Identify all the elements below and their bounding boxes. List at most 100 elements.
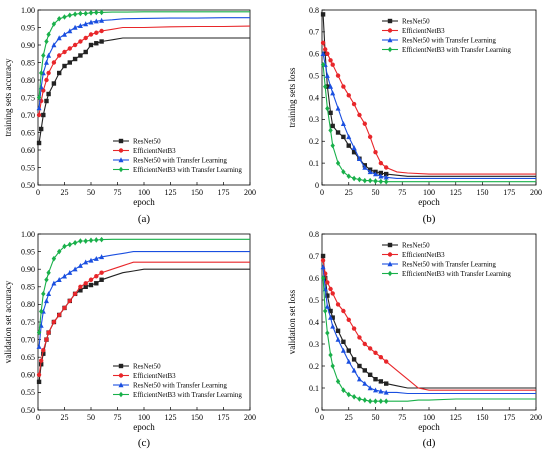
data-point [57,15,62,22]
data-point [46,52,52,58]
y-tick-label: 0.75 [21,318,35,327]
y-tick-label: 0.95 [21,247,35,256]
y-tick-label: 0.1 [309,384,319,393]
data-point [335,105,341,111]
data-point [36,372,42,377]
data-point [351,145,357,151]
data-point [373,398,378,404]
data-point [320,12,326,17]
y-tick-label: 0.5 [309,296,319,305]
legend-label: EfficientNetB3 [133,147,176,155]
data-point [72,240,78,246]
y-tick-label: 0.50 [21,406,35,415]
series-group [320,264,536,395]
data-point [46,31,51,38]
x-tick-label: 75 [398,413,406,422]
data-point [324,72,330,78]
legend-marker [387,252,393,257]
data-point [83,238,88,244]
data-point [43,59,49,65]
data-point [67,241,72,248]
data-point [88,42,94,48]
data-point [346,134,352,140]
legend-marker [118,363,124,369]
y-tick-label: 0.4 [309,318,319,327]
legend-label: EfficientNetB3 [402,27,445,35]
data-point [44,98,49,104]
data-point [99,28,104,34]
data-point [72,291,78,297]
data-point [72,56,78,62]
data-point [324,303,330,309]
data-point [43,298,49,304]
data-point [325,330,330,336]
data-point [78,10,83,17]
data-point [378,355,384,360]
data-point [335,328,341,333]
data-point [72,11,78,17]
y-tick-label: 1.00 [21,230,35,239]
data-point [36,112,42,118]
series-group [320,51,536,180]
x-tick-label: 100 [138,413,150,422]
data-point [88,19,94,25]
y-tick-label: 0.95 [21,23,35,32]
data-point [378,178,384,185]
data-point [38,126,44,132]
data-point [78,288,83,293]
y-tick-label: 0.70 [21,335,35,344]
data-point [77,23,83,28]
y-tick-label: 0.1 [309,159,319,168]
data-point [383,174,389,180]
x-tick-label: 200 [244,188,256,197]
data-point [94,281,99,286]
data-point [78,238,83,244]
data-point [357,176,362,183]
data-point [356,376,362,382]
data-point [94,274,99,279]
x-tick-label: 175 [503,413,515,422]
y-axis-label: validation set accuracy [3,280,13,363]
legend-marker [118,157,124,163]
y-tick-label: 0.3 [309,115,319,124]
x-tick-label: 150 [191,188,203,197]
x-tick-label: 0 [320,188,324,197]
data-point [72,24,78,30]
data-point [384,359,389,364]
data-point [367,398,373,404]
series-group [320,258,536,391]
data-point [83,49,88,55]
data-point [83,284,88,289]
x-axis-label: epoch [133,197,155,207]
data-point [36,343,42,349]
chart-panel-d: 0 25 50 75 100 125 150 175 200 0 0.1 0.2 0.3 0.4 0.5 0.… [287,230,542,449]
data-point [88,282,94,288]
data-point [320,253,326,259]
data-point [367,169,373,175]
data-point [51,21,57,27]
data-point [341,339,346,344]
data-point [328,352,333,358]
y-tick-label: 0.65 [21,128,35,137]
series-group [36,25,251,118]
data-point [67,298,73,304]
data-point [335,302,341,307]
series-line [322,53,536,179]
y-tick-label: 0.75 [21,93,35,102]
data-point [341,84,346,89]
data-point [41,351,46,356]
data-point [51,60,57,65]
data-point [88,10,94,16]
data-point [46,330,51,335]
legend-label: ResNet50 with Transfer Learning [133,382,227,390]
data-point [38,70,44,76]
data-point [357,396,362,402]
x-tick-label: 50 [372,188,380,197]
data-point [351,326,357,331]
legend-label: EfficientNetB3 with Transfer Learning [402,270,511,278]
data-point [94,237,99,243]
